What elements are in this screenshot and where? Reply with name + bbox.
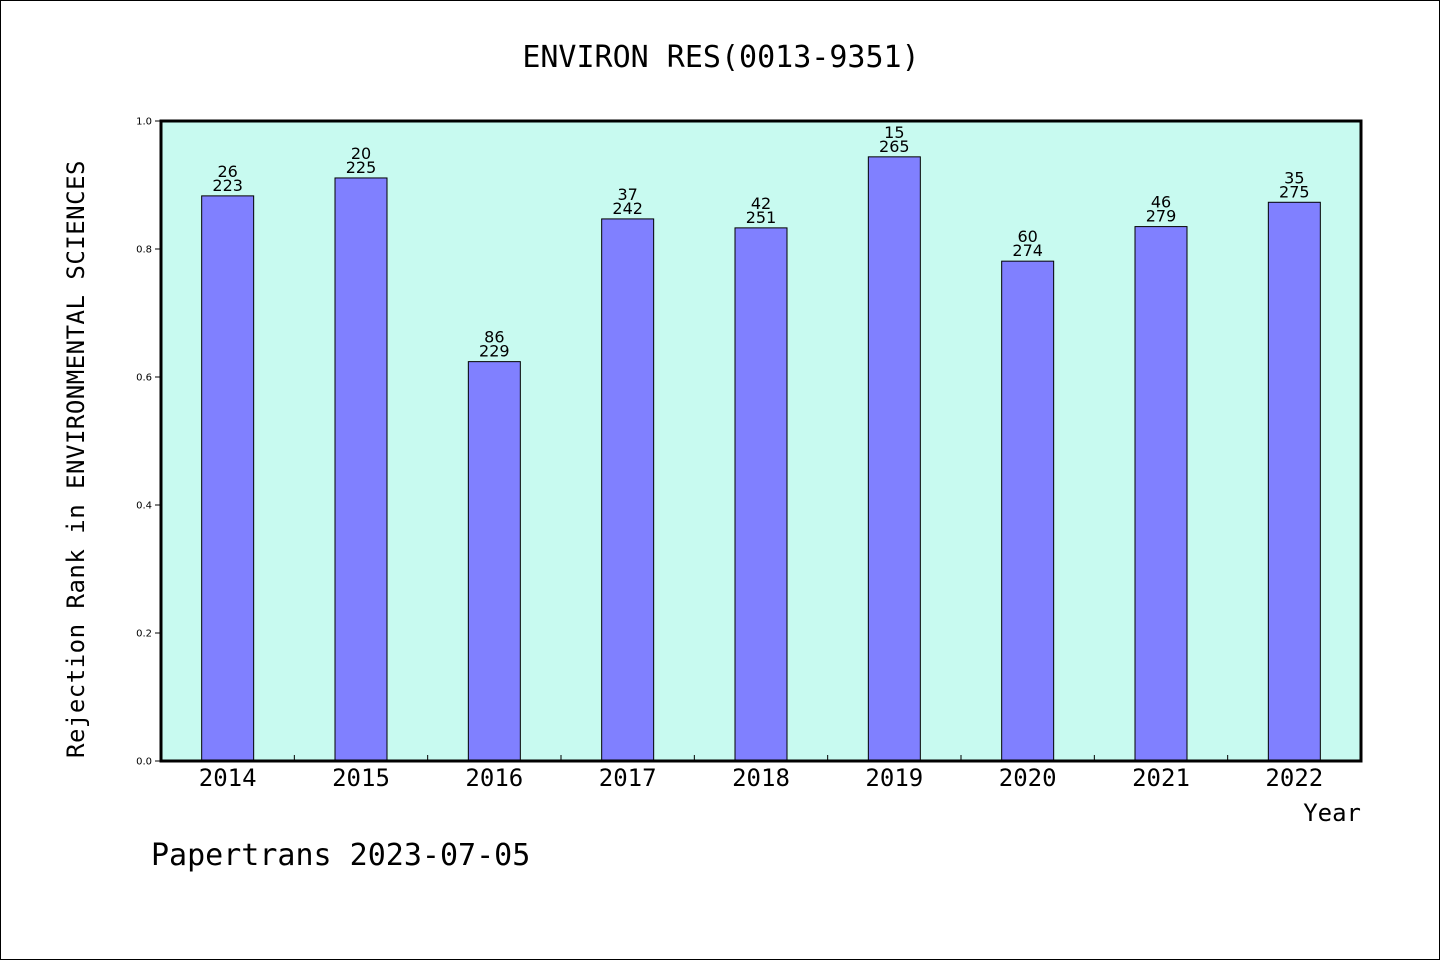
- y-axis: 0.0 0.2 0.4 0.6 0.8 1.0: [136, 117, 161, 768]
- x-tick-label-2018: 2018: [732, 764, 790, 792]
- x-tick-label-2015: 2015: [332, 764, 390, 792]
- y-tick-label: 0.0: [136, 757, 152, 768]
- bar-total-label-2016: 229: [479, 342, 510, 361]
- bar-total-label-2017: 242: [612, 199, 643, 218]
- bar-rank-label-2017: 37: [617, 185, 637, 204]
- bar-total-label-2020: 274: [1012, 241, 1043, 260]
- x-tick-label-2017: 2017: [599, 764, 657, 792]
- x-axis-label: Year: [1303, 799, 1361, 827]
- bar-rank-label-2020: 60: [1017, 227, 1037, 246]
- chart-title: ENVIRON RES(0013-9351): [522, 40, 919, 75]
- bar-rank-label-2022: 35: [1284, 168, 1304, 187]
- plot-border: [159, 119, 1363, 763]
- bar-rank-label-2018: 42: [751, 194, 771, 213]
- x-tick-label-2021: 2021: [1132, 764, 1190, 792]
- bar-2016: [467, 361, 521, 762]
- footer-text: Papertrans 2023-07-05: [151, 838, 530, 873]
- bar-rank-label-2019: 15: [884, 123, 904, 142]
- bar-rank-label-2014: 26: [217, 162, 237, 181]
- x-tick-label-2016: 2016: [465, 764, 523, 792]
- x-tick-label-2019: 2019: [865, 764, 923, 792]
- x-tick-label-2014: 2014: [199, 764, 257, 792]
- bar-2019: [867, 156, 921, 762]
- bar-total-label-2022: 275: [1279, 182, 1310, 201]
- bar-2015: [334, 177, 388, 762]
- y-axis-label: Rejection Rank in ENVIRONMENTAL SCIENCES: [62, 160, 90, 758]
- bars-group: [201, 156, 1321, 762]
- y-tick-label: 0.6: [136, 373, 152, 384]
- bar-2022: [1267, 201, 1321, 762]
- y-tick-label: 0.2: [136, 629, 152, 640]
- y-tick-label: 0.4: [136, 501, 152, 512]
- bar-2018: [734, 227, 788, 762]
- bar-2021: [1134, 226, 1188, 762]
- x-axis: 2014 2015 2016 2017 2018 2019 2020 2021 2022: [199, 755, 1323, 792]
- y-tick-label: 1.0: [136, 117, 152, 128]
- bar-rank-label-2015: 20: [351, 144, 371, 163]
- bar-rank-label-2016: 86: [484, 328, 504, 347]
- bar-total-label-2015: 225: [346, 158, 377, 177]
- x-tick-label-2022: 2022: [1265, 764, 1323, 792]
- bar-total-label-2019: 265: [879, 137, 910, 156]
- y-tick-label: 0.8: [136, 245, 152, 256]
- bar-2014: [201, 195, 255, 762]
- x-tick-label-2020: 2020: [999, 764, 1057, 792]
- bar-total-label-2014: 223: [212, 176, 243, 195]
- bar-rank-label-2021: 46: [1151, 193, 1171, 212]
- bar-2020: [1001, 260, 1055, 762]
- bar-total-label-2021: 279: [1146, 207, 1177, 226]
- bar-total-label-2018: 251: [746, 208, 777, 227]
- bar-2017: [601, 218, 655, 762]
